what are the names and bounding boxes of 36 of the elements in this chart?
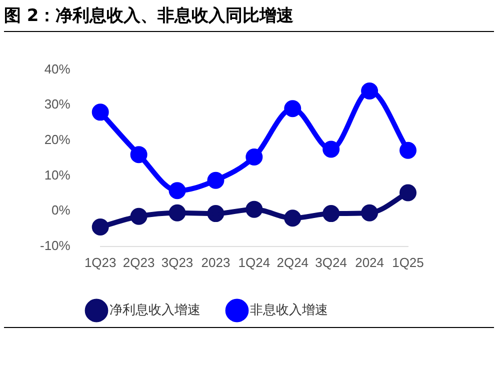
point — [284, 100, 302, 118]
point — [284, 210, 302, 227]
point — [130, 146, 148, 164]
y-tick-label: 40% — [44, 61, 71, 76]
chart-title: 图 2：净利息收入、非息收入同比增速 — [4, 4, 494, 32]
y-tick-label: 30% — [44, 96, 71, 112]
point — [207, 172, 224, 189]
point — [130, 208, 148, 225]
point — [400, 142, 416, 159]
point — [246, 148, 263, 166]
x-tick-label: 3Q23 — [161, 254, 194, 270]
x-tick-label: 1Q24 — [238, 254, 270, 270]
legend-label: 净利息收入增速 — [110, 302, 200, 318]
x-tick-label: 1Q25 — [392, 254, 424, 270]
point — [322, 205, 340, 222]
point — [400, 184, 416, 202]
point — [361, 82, 378, 100]
point — [168, 204, 186, 222]
y-tick-label: 20% — [44, 132, 71, 148]
point — [168, 182, 186, 200]
point — [92, 218, 109, 236]
y-tick-label: 10% — [44, 167, 71, 182]
x-tick-label: 2Q24 — [276, 254, 309, 270]
x-tick-label: 1Q23 — [84, 254, 116, 270]
x-tick-label: 2023 — [201, 254, 230, 270]
x-tick-label: 2Q23 — [122, 254, 155, 270]
x-tick-label: 2024 — [355, 254, 384, 270]
x-tick-label: 3Q24 — [315, 254, 347, 270]
y-tick-label: -10% — [40, 238, 71, 253]
y-tick-label: 0% — [52, 202, 71, 218]
point — [361, 204, 378, 222]
point — [322, 140, 340, 158]
legend-label: 非息收入增速 — [250, 302, 328, 318]
point — [246, 200, 263, 218]
point — [207, 205, 224, 222]
point — [92, 104, 109, 121]
